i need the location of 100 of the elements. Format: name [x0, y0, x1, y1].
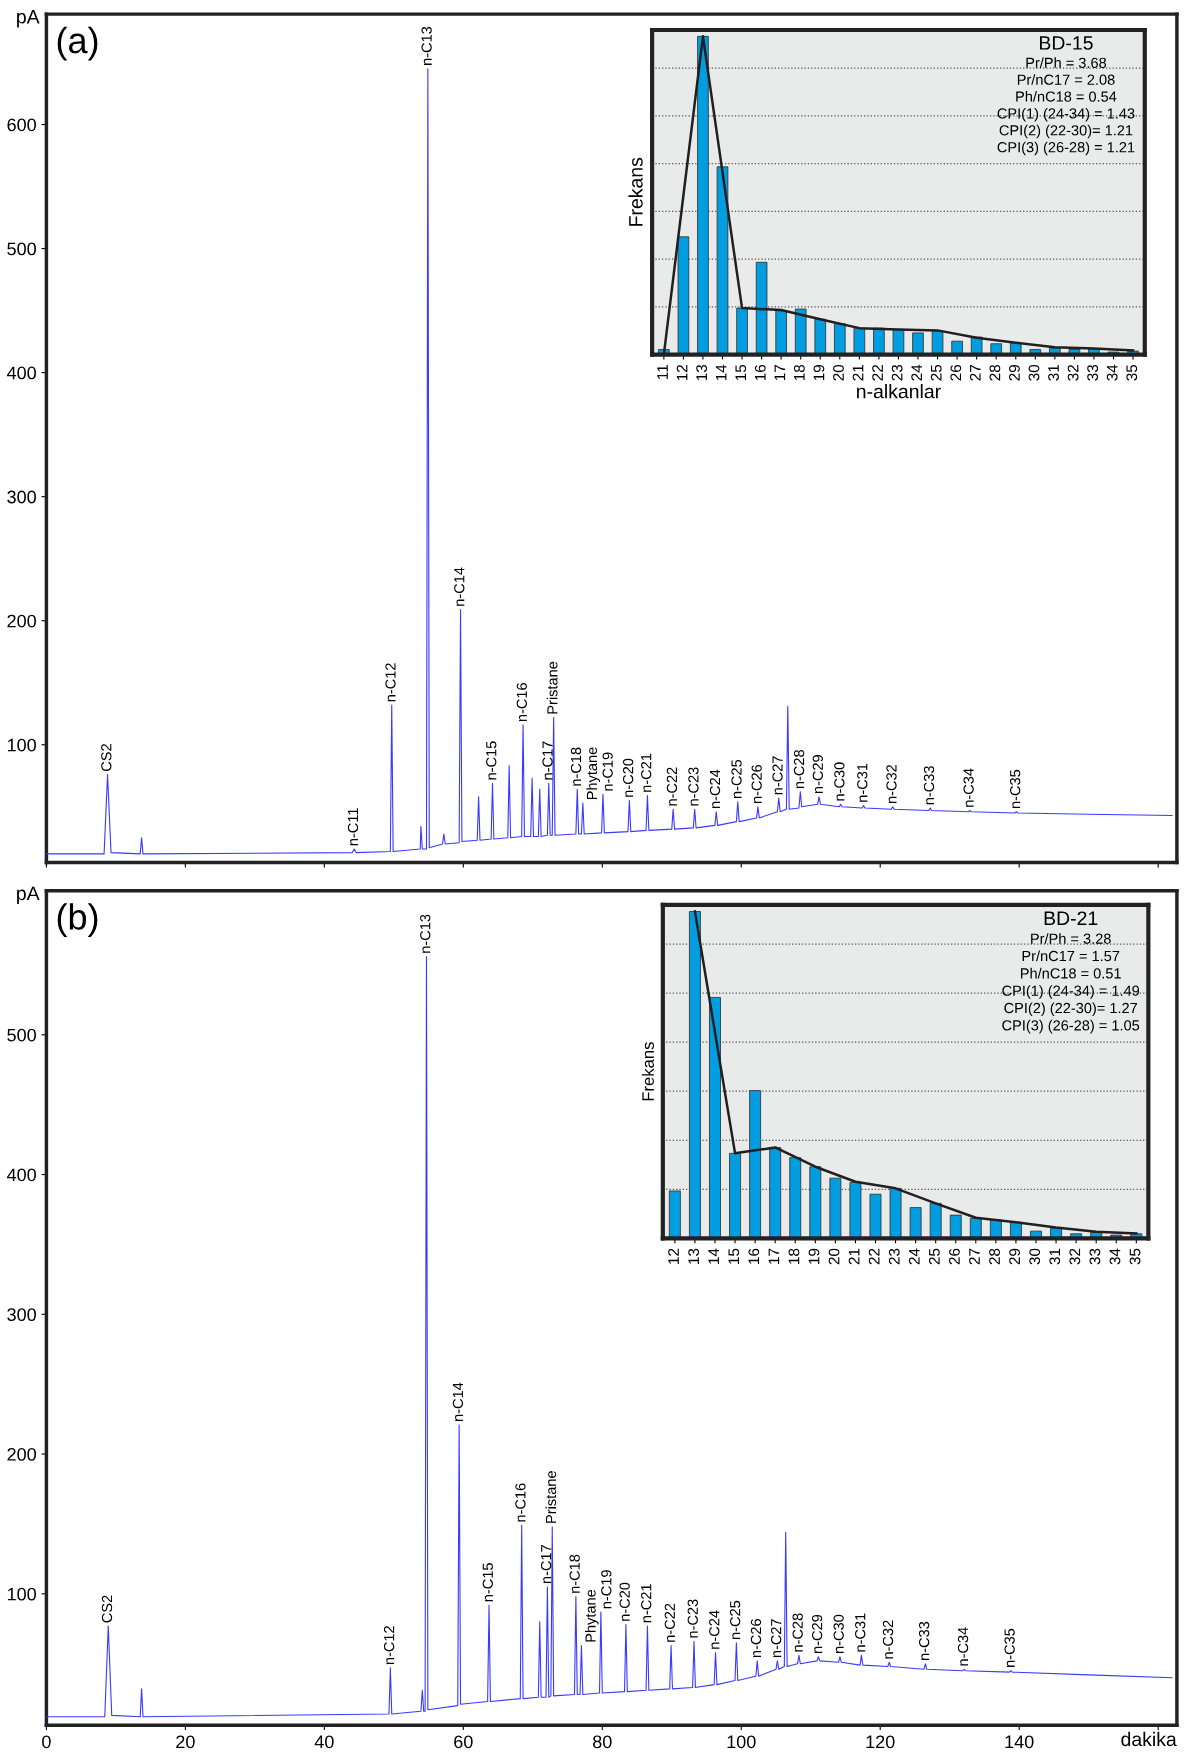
annotation: n-C27	[772, 756, 783, 795]
x-tick-label: 13	[688, 1248, 700, 1264]
x-tick-label: 20	[828, 1248, 840, 1265]
annotation: Ph/nC18 = 0.51	[1020, 967, 1121, 979]
annotation: n-C32	[882, 1620, 894, 1659]
x-tick-label: 33	[1087, 364, 1099, 381]
x-tick-label: 0	[42, 1735, 51, 1749]
annotation: n-C13	[421, 26, 432, 65]
x-tick-label: 16	[748, 1248, 760, 1264]
x-tick-label: 35	[1126, 364, 1138, 381]
annotation: n-C19	[602, 752, 613, 791]
x-tick-label: 12	[668, 1248, 679, 1264]
annotation: n-C24	[709, 769, 721, 808]
x-tick-label: 16	[754, 364, 766, 381]
y-tick-label: 600	[7, 118, 36, 132]
annotation: n-C34	[957, 1627, 969, 1666]
x-tick-label: 14	[715, 364, 727, 381]
annotation: Pr/nC17 = 1.57	[1022, 950, 1120, 962]
annotation: CPI(1) (24-34) = 1.49	[1002, 985, 1140, 999]
y-tick-label: 300	[7, 490, 36, 504]
x-tick-label: 29	[1009, 1248, 1021, 1265]
x-axis-title: dakika	[1121, 1731, 1177, 1747]
x-tick-label: 34	[1106, 364, 1118, 381]
annotation: Phytane	[586, 747, 600, 800]
annotation: n-C32	[886, 765, 897, 804]
annotation: (b)	[57, 903, 98, 937]
x-tick-label: 20	[833, 364, 844, 381]
annotation: n-C30	[833, 1614, 844, 1653]
chart-title: BD-15	[1039, 36, 1093, 50]
y-tick-label: 100	[7, 738, 36, 752]
x-tick-label: 32	[1067, 365, 1079, 381]
x-tick-label: 24	[911, 364, 922, 381]
y-tick-label: 500	[7, 242, 36, 256]
annotation: n-C26	[750, 1619, 762, 1658]
y-tick-label: 400	[6, 366, 36, 380]
annotation: n-C20	[619, 1582, 630, 1621]
annotation: n-C27	[770, 1619, 782, 1658]
x-tick-label: 30	[1028, 364, 1040, 381]
annotation: n-C33	[923, 766, 935, 805]
y-tick-label: 300	[7, 1308, 36, 1322]
x-tick-label: 21	[852, 365, 864, 381]
annotation: CPI(3) (26-28) = 1.05	[1002, 1019, 1140, 1034]
annotation: n-C35	[1009, 769, 1021, 808]
annotation: n-C11	[347, 808, 359, 846]
x-tick-label: 35	[1129, 1248, 1141, 1265]
annotation: CPI(2) (22-30)= 1.27	[1004, 1002, 1138, 1017]
annotation: n-C16	[515, 1483, 526, 1522]
annotation: n-C23	[688, 767, 699, 806]
chart-title: BD-21	[1044, 911, 1098, 925]
x-tick-label: 17	[774, 365, 786, 381]
x-tick-label: 23	[888, 1248, 900, 1265]
x-tick-label: 28	[989, 364, 1001, 381]
x-tick-label: 14	[708, 1248, 719, 1264]
x-tick-label: 11	[657, 365, 668, 379]
y-axis-title: pA	[17, 886, 40, 905]
annotation: n-C33	[918, 1621, 930, 1660]
y-tick-label: 400	[6, 1168, 36, 1182]
annotation: n-C14	[454, 567, 465, 606]
annotation: n-C28	[793, 750, 805, 789]
x-tick-label: 18	[793, 364, 805, 381]
x-tick-label: 120	[866, 1735, 895, 1749]
x-tick-label: 31	[1049, 1248, 1061, 1265]
annotation: n-C20	[622, 758, 634, 797]
annotation: n-C12	[385, 663, 396, 702]
x-tick-label: 31	[1048, 365, 1059, 381]
x-tick-label: 18	[788, 1248, 800, 1264]
annotation: n-C35	[1004, 1628, 1015, 1667]
annotation: n-C12	[383, 1626, 395, 1665]
x-tick-label: 25	[928, 1248, 940, 1265]
x-tick-label: 23	[891, 364, 903, 381]
annotation: n-C28	[792, 1613, 803, 1652]
x-tick-label: 80	[593, 1735, 612, 1749]
x-tick-label: 28	[989, 1248, 1000, 1265]
x-tick-label: 60	[454, 1735, 473, 1749]
annotation: Pr/Ph = 3.68	[1026, 57, 1107, 68]
y-axis-title: pA	[17, 10, 40, 28]
annotation: n-C18	[569, 1554, 580, 1593]
annotation: n-C31	[857, 763, 868, 802]
x-tick-label: 33	[1089, 1248, 1101, 1265]
x-tick-label: 19	[808, 1248, 820, 1264]
x-tick-label: 24	[908, 1248, 920, 1265]
x-tick-label: 25	[930, 364, 942, 381]
x-tick-label: 20	[176, 1735, 195, 1749]
annotation: n-C29	[811, 1614, 823, 1653]
x-tick-label: 22	[872, 365, 883, 381]
annotation: Pristane	[545, 1471, 557, 1523]
annotation: n-C26	[751, 764, 762, 804]
annotation: n-C29	[812, 755, 823, 794]
annotation: n-C21	[641, 1584, 652, 1623]
y-tick-label: 100	[7, 1587, 36, 1601]
annotation: Phytane	[584, 1589, 599, 1642]
annotation: CS2	[101, 744, 112, 771]
x-tick-label: 12	[676, 365, 688, 381]
annotation: n-C18	[570, 747, 582, 786]
x-tick-label: 140	[1005, 1735, 1034, 1749]
x-tick-label: 19	[813, 365, 825, 381]
y-axis-title: Frekans	[641, 1042, 654, 1101]
x-axis-title: n-alkanlar	[857, 384, 941, 399]
annotation: Pr/nC17 = 2.08	[1017, 74, 1115, 85]
annotation: n-C22	[664, 1603, 675, 1642]
